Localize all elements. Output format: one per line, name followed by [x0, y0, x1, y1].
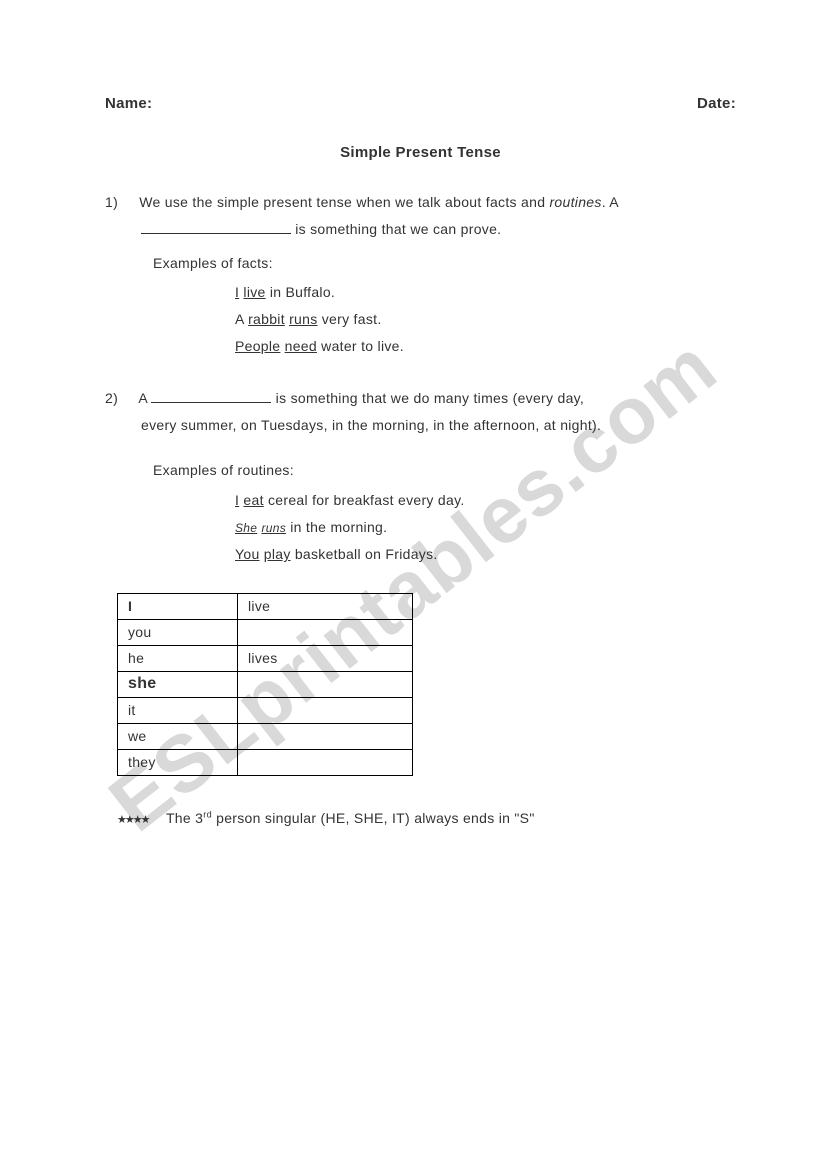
pronoun-cell: she — [118, 671, 238, 697]
page-title: Simple Present Tense — [105, 144, 736, 161]
q1-ex3-subj: People — [235, 338, 280, 354]
pronoun-cell: we — [118, 723, 238, 749]
q1-blank[interactable] — [141, 220, 291, 234]
q1-ex1-rest: in Buffalo. — [266, 284, 336, 300]
pronoun-cell: they — [118, 749, 238, 775]
pronoun-cell: he — [118, 645, 238, 671]
q1-ex1: I live in Buffalo. — [105, 279, 736, 306]
verb-cell[interactable] — [238, 749, 413, 775]
q2-ex1-rest: cereal for breakfast every day. — [264, 492, 465, 508]
q2-ex2-subj: She — [235, 521, 257, 535]
q2-ex2-rest: in the morning. — [286, 519, 387, 535]
q2-ex1-verb: eat — [243, 492, 263, 508]
q1-ex2: A rabbit runs very fast. — [105, 306, 736, 333]
q1-text-1: We use the simple present tense when we … — [139, 194, 549, 210]
verb-cell[interactable] — [238, 723, 413, 749]
table-row: it — [118, 697, 413, 723]
header-row: Name: Date: — [105, 95, 736, 112]
pronoun-cell: it — [118, 697, 238, 723]
q2-ex2-verb: runs — [261, 521, 286, 535]
verb-cell[interactable] — [238, 697, 413, 723]
verb-cell[interactable]: lives — [238, 645, 413, 671]
conjugation-table: Iliveyouhelivessheitwethey — [117, 593, 413, 776]
table-row: helives — [118, 645, 413, 671]
table-row: you — [118, 619, 413, 645]
q1-ex1-verb: live — [243, 284, 265, 300]
q1-ex1-subj: I — [235, 284, 239, 300]
verb-cell[interactable] — [238, 619, 413, 645]
note-line: ★★★★ The 3rd person singular (HE, SHE, I… — [105, 806, 736, 831]
conjugation-tbody: Iliveyouhelivessheitwethey — [118, 593, 413, 775]
q1-number: 1) — [105, 189, 135, 216]
note-a: The 3 — [166, 810, 203, 826]
table-row: we — [118, 723, 413, 749]
q1-ex2-a: A — [235, 311, 248, 327]
verb-cell[interactable]: live — [238, 593, 413, 619]
q1-ex3-rest: water to live. — [317, 338, 404, 354]
q1-italic: routines — [549, 194, 601, 210]
name-label: Name: — [105, 95, 152, 112]
q1-ex2-subj: rabbit — [248, 311, 285, 327]
q2-ex2: She runs in the morning. — [105, 514, 736, 541]
table-row: Ilive — [118, 593, 413, 619]
worksheet-content: Name: Date: Simple Present Tense 1) We u… — [105, 95, 736, 831]
q2-ex3-subj: You — [235, 546, 260, 562]
q1-ex3: People need water to live. — [105, 333, 736, 360]
q2-ex3: You play basketball on Fridays. — [105, 541, 736, 568]
q2-blank[interactable] — [151, 389, 271, 403]
q1-examples-label: Examples of facts: — [105, 250, 736, 277]
q1-ex2-rest: very fast. — [318, 311, 382, 327]
table-row: she — [118, 671, 413, 697]
q1-text-2: . A — [602, 194, 619, 210]
question-2: 2) A is something that we do many times … — [105, 385, 736, 569]
stars-icon: ★★★★ — [117, 811, 162, 831]
note-b: person singular (HE, SHE, IT) always end… — [212, 810, 535, 826]
pronoun-cell: I — [118, 593, 238, 619]
q2-number: 2) — [105, 385, 135, 412]
pronoun-cell: you — [118, 619, 238, 645]
verb-cell[interactable] — [238, 671, 413, 697]
q1-ex2-verb: runs — [289, 311, 317, 327]
q2-text-1: A — [138, 390, 151, 406]
question-1: 1) We use the simple present tense when … — [105, 189, 736, 361]
q1-ex3-verb: need — [285, 338, 317, 354]
q1-text-3: is something that we can prove. — [291, 221, 501, 237]
q2-ex3-rest: basketball on Fridays. — [291, 546, 438, 562]
q2-continuation: every summer, on Tuesdays, in the mornin… — [105, 412, 736, 439]
note-sup: rd — [203, 809, 212, 819]
q2-text-2: is something that we do many times (ever… — [271, 390, 584, 406]
q2-ex3-verb: play — [264, 546, 291, 562]
q2-examples-label: Examples of routines: — [105, 457, 736, 484]
table-row: they — [118, 749, 413, 775]
q2-ex1: I eat cereal for breakfast every day. — [105, 487, 736, 514]
date-label: Date: — [697, 95, 736, 112]
